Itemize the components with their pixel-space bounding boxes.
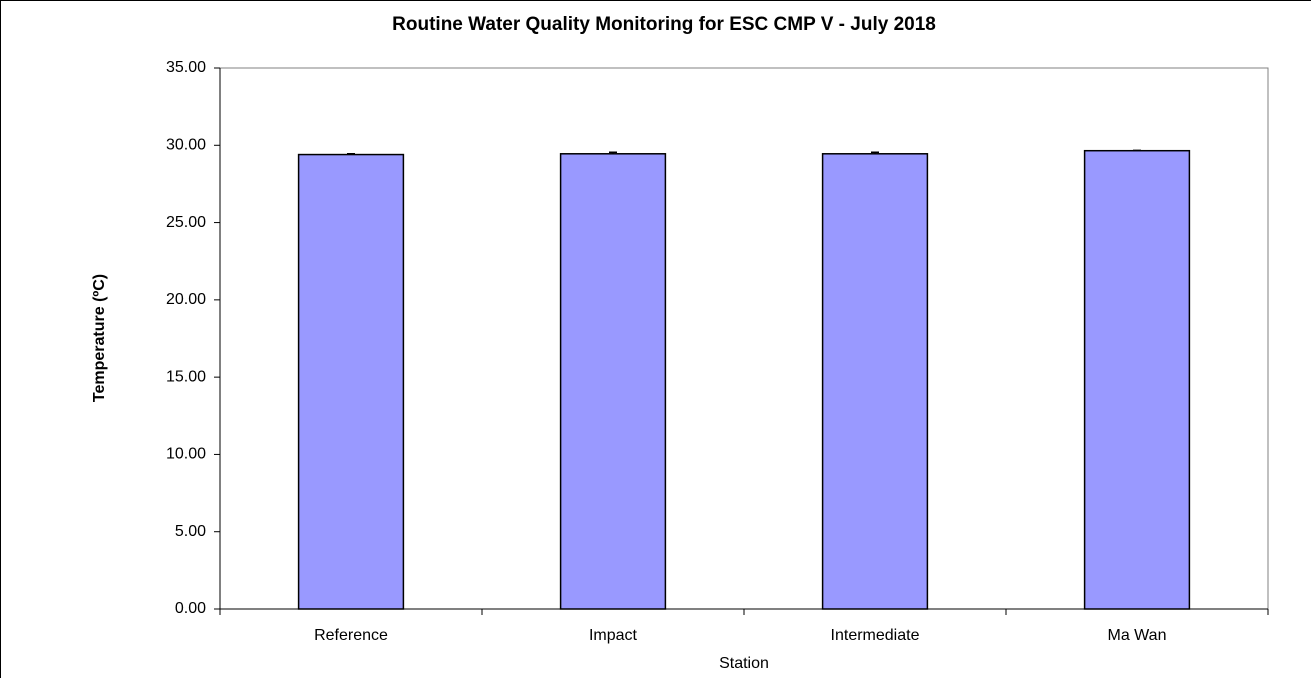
y-tick-label: 0.00 bbox=[175, 600, 206, 617]
y-tick-label: 25.00 bbox=[166, 214, 206, 231]
error-bar bbox=[871, 151, 879, 154]
bar bbox=[821, 153, 929, 610]
x-tick-label: Reference bbox=[314, 627, 388, 644]
x-tick-label: Ma Wan bbox=[1108, 627, 1167, 644]
y-tick-label: 30.00 bbox=[166, 137, 206, 154]
y-tick-label: 35.00 bbox=[166, 59, 206, 76]
x-tick-label: Intermediate bbox=[831, 627, 920, 644]
bar bbox=[297, 153, 405, 610]
bar bbox=[1083, 149, 1191, 610]
error-bar bbox=[609, 151, 617, 154]
x-axis-label: Station bbox=[719, 655, 769, 672]
chart-title: Routine Water Quality Monitoring for ESC… bbox=[392, 14, 936, 35]
y-tick-label: 20.00 bbox=[166, 291, 206, 308]
y-tick-label: 10.00 bbox=[166, 446, 206, 463]
y-tick-label: 5.00 bbox=[175, 523, 206, 540]
y-axis-label: Temperature (ºC) bbox=[91, 274, 108, 402]
x-tick-label: Impact bbox=[589, 627, 638, 644]
y-tick-label: 15.00 bbox=[166, 368, 206, 385]
bar bbox=[559, 153, 667, 610]
error-bar bbox=[347, 153, 355, 155]
